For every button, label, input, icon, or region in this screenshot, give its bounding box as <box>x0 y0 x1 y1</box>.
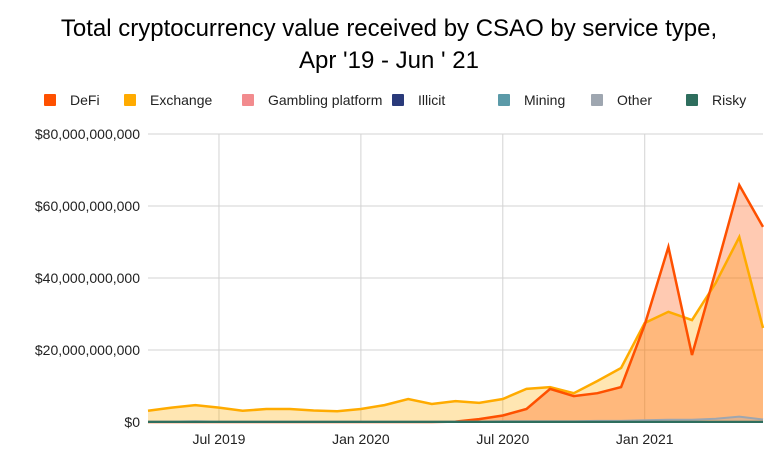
x-tick-label: Jan 2020 <box>332 431 390 447</box>
legend-swatch-other <box>591 94 603 106</box>
legend-item-other[interactable]: Other <box>591 90 652 110</box>
legend-item-risky[interactable]: Risky <box>686 90 746 110</box>
legend-label-defi: DeFi <box>70 92 100 108</box>
legend-label-mining: Mining <box>524 92 566 108</box>
legend-label-other: Other <box>617 92 653 108</box>
chart-title-line2: Apr '19 - Jun ' 21 <box>299 47 479 74</box>
legend-swatch-risky <box>686 94 698 106</box>
legend-swatch-exchange <box>124 94 136 106</box>
legend-label-exchange: Exchange <box>150 92 213 108</box>
x-tick-label: Jan 2021 <box>616 431 674 447</box>
legend-swatch-illicit <box>392 94 404 106</box>
legend-item-illicit[interactable]: Illicit <box>392 90 445 110</box>
y-tick-label: $40,000,000,000 <box>35 270 140 286</box>
y-tick-label: $0 <box>124 414 140 430</box>
legend-item-gambling[interactable]: Gambling platform <box>242 90 382 110</box>
series-areas <box>148 185 763 422</box>
legend-swatch-gambling <box>242 94 254 106</box>
legend-label-gambling: Gambling platform <box>268 92 383 108</box>
chart-title-line1: Total cryptocurrency value received by C… <box>60 15 718 42</box>
y-tick-label: $20,000,000,000 <box>35 342 140 358</box>
y-tick-label: $60,000,000,000 <box>35 198 140 214</box>
legend-item-mining[interactable]: Mining <box>498 90 565 110</box>
y-axis: $0 $20,000,000,000 $40,000,000,000 $60,000,… <box>35 126 140 430</box>
y-tick-label: $80,000,000,000 <box>35 126 140 142</box>
x-tick-label: Jul 2020 <box>476 431 529 447</box>
legend-label-risky: Risky <box>712 92 747 108</box>
legend-label-illicit: Illicit <box>418 92 446 108</box>
area-defi <box>148 185 763 422</box>
x-axis: Jul 2019 Jan 2020 Jul 2020 Jan 2021 <box>192 431 673 447</box>
legend-swatch-defi <box>44 94 56 106</box>
legend: DeFi Exchange Gambling platform Illicit … <box>0 90 778 110</box>
series-lines <box>147 181 765 424</box>
x-tick-label: Jul 2019 <box>192 431 245 447</box>
legend-swatch-mining <box>498 94 510 106</box>
line-exchange <box>147 233 765 413</box>
legend-item-exchange[interactable]: Exchange <box>124 90 212 110</box>
legend-item-defi[interactable]: DeFi <box>44 90 100 110</box>
